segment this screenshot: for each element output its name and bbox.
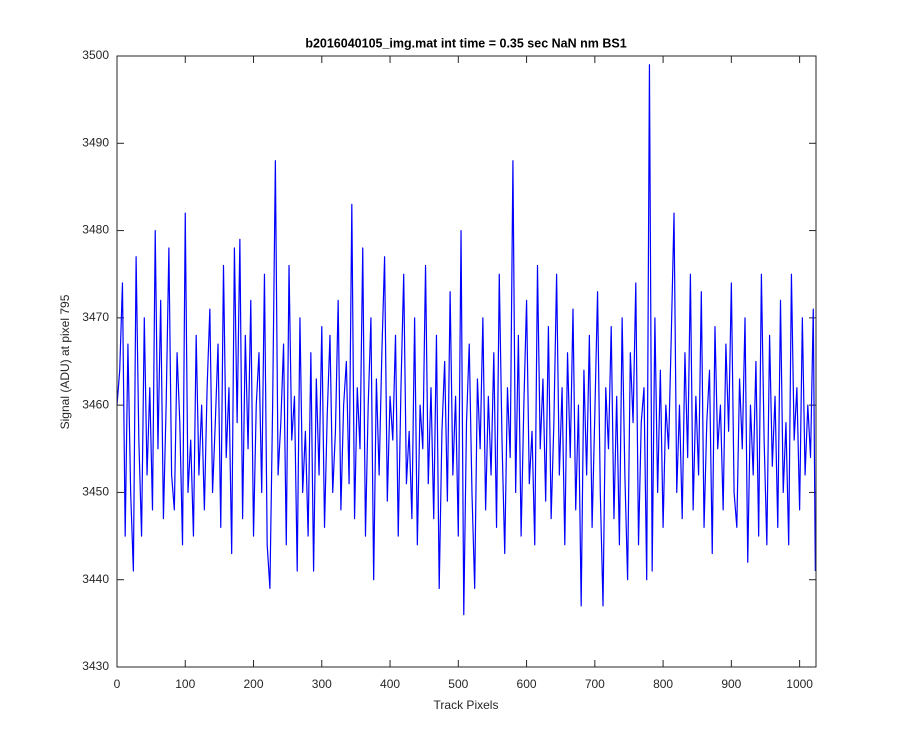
y-tick-label: 3470 — [82, 310, 109, 324]
x-tick-label: 200 — [244, 677, 264, 691]
x-tick-label: 1000 — [786, 677, 813, 691]
x-tick-label: 300 — [312, 677, 332, 691]
x-tick-label: 800 — [653, 677, 673, 691]
x-tick-label: 900 — [721, 677, 741, 691]
y-tick-label: 3430 — [82, 659, 109, 673]
y-axis-label: Signal (ADU) at pixel 795 — [58, 294, 72, 429]
x-tick-label: 100 — [175, 677, 195, 691]
x-axis-label: Track Pixels — [434, 698, 499, 712]
chart-title: b2016040105_img.mat int time = 0.35 sec … — [305, 36, 626, 50]
x-tick-label: 600 — [517, 677, 537, 691]
y-tick-label: 3460 — [82, 397, 109, 411]
x-tick-label: 700 — [585, 677, 605, 691]
data-line — [116, 64, 816, 616]
y-tick-label: 3450 — [82, 485, 109, 499]
x-tick-label: 500 — [448, 677, 468, 691]
y-tick-label: 3490 — [82, 135, 109, 149]
y-tick-label: 3480 — [82, 223, 109, 237]
y-tick-label: 3500 — [82, 48, 109, 62]
y-tick-label: 3440 — [82, 572, 109, 586]
x-tick-label: 400 — [380, 677, 400, 691]
axes-box — [116, 55, 817, 668]
x-tick-label: 0 — [114, 677, 121, 691]
